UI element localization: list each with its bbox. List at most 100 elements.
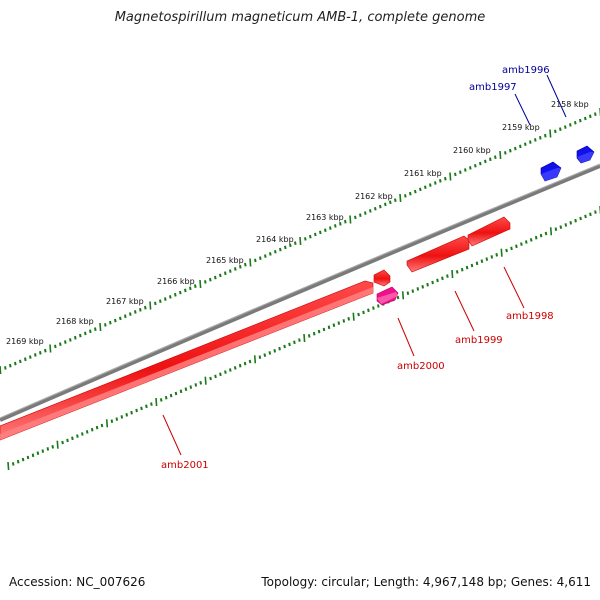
- major-tick: [149, 301, 152, 310]
- minor-tick: [574, 218, 577, 223]
- gene-amb1999[interactable]: [406, 235, 470, 273]
- scale-label: 2159 kbp: [502, 123, 540, 132]
- minor-tick: [554, 129, 557, 134]
- minor-tick: [431, 280, 434, 285]
- minor-tick: [539, 233, 543, 238]
- minor-tick: [564, 223, 568, 227]
- gene-label-amb1997[interactable]: amb1997: [469, 82, 517, 93]
- minor-tick: [219, 273, 222, 278]
- major-tick: [549, 129, 552, 138]
- minor-tick: [369, 209, 372, 213]
- minor-tick: [248, 359, 252, 364]
- minor-tick: [100, 423, 104, 428]
- minor-tick: [424, 185, 427, 189]
- minor-tick: [404, 194, 407, 198]
- minor-tick: [104, 323, 107, 327]
- minor-tick: [514, 146, 517, 151]
- gene-label-amb1998[interactable]: amb1998: [506, 311, 554, 322]
- major-tick: [401, 291, 405, 300]
- minor-tick: [139, 308, 142, 312]
- minor-tick: [64, 340, 67, 344]
- minor-tick: [189, 286, 192, 291]
- minor-tick: [71, 436, 74, 441]
- minor-tick: [16, 459, 20, 464]
- gene-amb1998[interactable]: [467, 216, 511, 247]
- minor-tick: [134, 310, 137, 314]
- scale-label: 2167 kbp: [106, 297, 144, 306]
- minor-tick: [469, 166, 472, 170]
- minor-tick: [364, 211, 367, 215]
- scale-label: 2165 kbp: [206, 256, 244, 265]
- major-tick: [303, 333, 306, 343]
- minor-tick: [159, 299, 162, 303]
- minor-tick: [509, 148, 512, 153]
- minor-tick: [465, 265, 469, 270]
- gene-label-amb2001[interactable]: amb2001: [161, 460, 209, 471]
- minor-tick: [475, 261, 479, 266]
- minor-tick: [90, 427, 94, 432]
- minor-tick: [288, 342, 291, 347]
- scale-label: 2161 kbp: [404, 169, 442, 178]
- major-tick: [99, 322, 102, 332]
- minor-tick: [470, 263, 474, 268]
- minor-tick: [485, 257, 489, 261]
- minor-tick: [409, 191, 412, 196]
- minor-tick: [534, 138, 537, 142]
- minor-tick: [455, 270, 459, 274]
- major-tick: [451, 269, 454, 279]
- minor-tick: [89, 329, 92, 334]
- minor-tick: [421, 285, 424, 289]
- gene-label-amb2000[interactable]: amb2000: [397, 361, 445, 372]
- minor-tick: [169, 295, 172, 299]
- minor-tick: [584, 214, 587, 219]
- minor-tick: [269, 252, 272, 256]
- minor-tick: [569, 123, 572, 127]
- minor-tick: [579, 216, 582, 221]
- minor-tick: [214, 374, 217, 379]
- minor-tick: [594, 112, 597, 116]
- gene-label-amb1996[interactable]: amb1996: [502, 65, 550, 76]
- minor-tick: [114, 318, 117, 323]
- gene-amb2001[interactable]: [0, 280, 374, 441]
- major-tick: [449, 172, 452, 181]
- minor-tick: [31, 453, 35, 458]
- major-tick: [155, 397, 158, 407]
- minor-tick: [594, 210, 597, 214]
- minor-tick: [84, 331, 87, 336]
- minor-tick: [279, 247, 282, 252]
- minor-tick: [184, 387, 188, 391]
- minor-tick: [446, 274, 449, 278]
- minor-tick: [120, 415, 124, 419]
- minor-tick: [199, 381, 202, 385]
- minor-tick: [9, 363, 12, 368]
- minor-tick: [505, 248, 508, 253]
- callout-line-amb2001: [162, 414, 182, 456]
- minor-tick: [273, 349, 276, 353]
- minor-tick: [495, 253, 498, 257]
- major-tick: [0, 365, 2, 375]
- minor-tick: [229, 269, 232, 273]
- genome-summary: Topology: circular; Length: 4,967,148 bp…: [261, 575, 591, 589]
- minor-tick: [324, 228, 327, 232]
- gene-label-amb1999[interactable]: amb1999: [455, 335, 503, 346]
- minor-tick: [125, 413, 128, 417]
- minor-tick: [36, 451, 40, 455]
- gene-amb2000[interactable]: [376, 286, 399, 306]
- scale-label: 2166 kbp: [157, 277, 195, 286]
- minor-tick: [357, 312, 360, 317]
- minor-tick: [234, 267, 237, 271]
- major-tick: [204, 376, 207, 385]
- minor-tick: [233, 366, 237, 370]
- minor-tick: [436, 278, 439, 283]
- minor-tick: [510, 246, 513, 251]
- minor-tick: [179, 389, 183, 394]
- minor-tick: [34, 353, 37, 357]
- genome-backbone: [0, 164, 600, 422]
- gene-amb1996[interactable]: [576, 145, 595, 164]
- minor-tick: [529, 140, 532, 144]
- gene-amb1997[interactable]: [540, 161, 562, 182]
- gene-amb2000-red[interactable]: [373, 269, 391, 287]
- minor-tick: [515, 244, 518, 249]
- minor-tick: [169, 393, 173, 398]
- minor-tick: [574, 121, 577, 125]
